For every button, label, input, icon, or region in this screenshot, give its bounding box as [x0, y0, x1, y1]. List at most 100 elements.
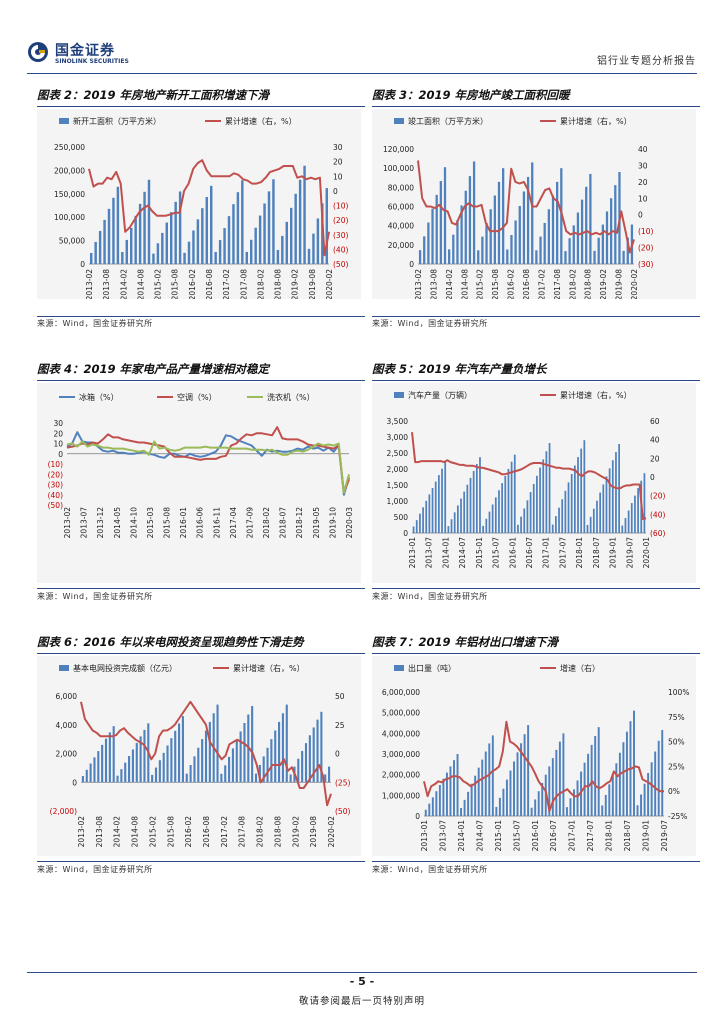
x-tick-label: 2017-01	[542, 537, 551, 569]
bar	[419, 513, 421, 533]
bar	[567, 482, 570, 533]
bar	[138, 203, 142, 264]
y-tick-label-left: 3,000,000	[382, 750, 420, 759]
bar	[466, 484, 469, 533]
bar	[489, 209, 492, 264]
bar	[657, 740, 660, 816]
x-tick-label: 2018-02	[568, 269, 577, 299]
bar	[558, 741, 561, 816]
bar	[456, 220, 459, 264]
x-tick-label: 2015-07	[512, 820, 521, 852]
bar	[498, 797, 501, 816]
bar	[438, 475, 440, 533]
bar	[435, 194, 438, 264]
y-tick-label-right: (30)	[333, 231, 348, 240]
bar	[576, 780, 579, 816]
y-tick-label-right: 25%	[668, 762, 685, 771]
bar	[263, 203, 266, 264]
bar	[477, 767, 480, 816]
bar	[197, 747, 200, 783]
y-tick-label-right: 50	[335, 692, 345, 701]
x-tick-label: 2016-02	[188, 269, 197, 299]
x-tick-label: 2016-08	[202, 816, 211, 848]
bar	[589, 173, 592, 264]
bar	[216, 704, 219, 783]
bar	[594, 736, 597, 816]
bar	[205, 197, 208, 264]
bar	[477, 250, 480, 264]
legend-label: 汽车产量（万辆）	[408, 390, 472, 400]
bar	[116, 775, 119, 783]
y-tick-label-right: (20)	[333, 216, 348, 225]
bar	[597, 727, 600, 816]
bar	[505, 779, 508, 816]
bar	[562, 733, 565, 816]
x-tick-label: 2013-07	[438, 820, 447, 852]
chart-title: 图表 5：2019 年汽车产量负增长	[372, 362, 547, 376]
bar	[502, 788, 505, 816]
bar	[485, 222, 488, 264]
bar	[441, 468, 443, 533]
bar	[479, 457, 481, 533]
bar	[187, 241, 191, 264]
bar	[112, 726, 115, 783]
bar	[178, 191, 182, 264]
bar	[611, 460, 614, 533]
bar	[597, 237, 600, 264]
sinolink-logo-icon	[28, 42, 48, 62]
y-tick-label-right: 20	[650, 454, 660, 463]
bar	[320, 711, 323, 783]
y-tick-label-right: 75%	[668, 713, 685, 722]
bar	[548, 766, 551, 816]
y-tick-label-left: 80,000	[388, 183, 414, 192]
bar	[608, 468, 611, 533]
y-tick-label-right: 100%	[668, 688, 689, 697]
y-tick-label-left: 0	[58, 450, 63, 459]
x-tick-label: 2018-08	[274, 269, 283, 299]
x-tick-label: 2016-06	[196, 507, 205, 539]
bar	[431, 797, 434, 816]
bar	[154, 767, 158, 783]
y-tick-label-left: 120,000	[383, 145, 414, 154]
x-tick-label: 2020-01	[642, 537, 651, 569]
bar	[276, 249, 280, 264]
x-tick-label: 2019-08	[309, 816, 318, 848]
y-tick-label-right: (10)	[333, 202, 348, 211]
x-tick-label: 2014-08	[460, 269, 469, 299]
bar	[94, 241, 97, 264]
bar	[220, 773, 223, 783]
y-tick-label-left: 0	[72, 778, 77, 787]
bar	[431, 487, 434, 533]
bar	[304, 743, 308, 783]
x-tick-label: 2017-01	[568, 820, 577, 852]
x-tick-label: 2017-02	[222, 269, 231, 299]
legend-swatch-bar	[394, 118, 404, 124]
x-tick-label: 2013-12	[96, 507, 105, 539]
bar	[298, 179, 302, 264]
y-tick-label-left: 0	[80, 260, 85, 269]
bar	[589, 516, 592, 533]
chart-bottom-divider	[372, 861, 700, 862]
bar	[577, 457, 579, 533]
y-tick-label-left: 4,000,000	[382, 729, 420, 738]
bar	[143, 191, 146, 264]
bar	[270, 739, 273, 783]
bar	[443, 167, 447, 264]
chart-title: 图表 4：2019 年家电产品产量增速相对稳定	[37, 362, 270, 376]
x-tick-label: 2015-08	[491, 269, 500, 299]
bar	[558, 507, 560, 533]
bar	[556, 181, 559, 264]
x-tick-label: 2015-08	[171, 269, 180, 299]
bar	[445, 772, 448, 816]
growth-line	[423, 720, 664, 812]
bar	[204, 730, 208, 783]
bar	[491, 504, 494, 533]
bar	[605, 211, 609, 264]
bar	[502, 168, 505, 264]
bar	[593, 250, 596, 264]
x-tick-label: 2016-07	[525, 537, 534, 569]
bar	[625, 731, 628, 816]
bar	[551, 195, 555, 264]
bar	[185, 773, 188, 783]
chart-2: 新开工面积（万平方米） 累计增速（右，%） 250,000 200,000 150,00…	[37, 109, 361, 299]
